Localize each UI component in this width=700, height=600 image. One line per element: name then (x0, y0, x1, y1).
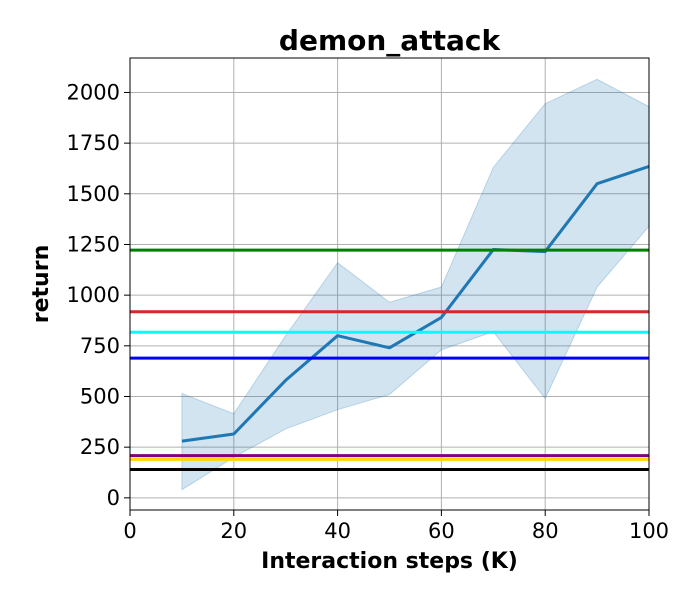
hline-layer (130, 248, 649, 471)
x-tick-label: 80 (532, 519, 559, 543)
confidence-band (181, 78, 650, 491)
y-tick-label: 2000 (67, 80, 120, 104)
tick-layer: 0 20 40 60 80 1000250500750100012501500175020… (67, 80, 670, 543)
y-tick-label: 1750 (67, 131, 120, 155)
y-tick-label: 0 (107, 486, 120, 510)
plot-frame (129, 57, 650, 511)
band-layer (181, 78, 650, 491)
y-axis-label: return (29, 245, 54, 323)
y-tick-label: 500 (80, 384, 120, 408)
x-tick-label: 100 (629, 519, 669, 543)
chart-title: demon_attack (279, 24, 502, 57)
y-tick-label: 1250 (67, 232, 120, 256)
x-tick-label: 60 (428, 519, 455, 543)
x-axis-label: Interaction steps (K) (261, 549, 518, 574)
y-tick-label: 750 (80, 334, 120, 358)
y-tick-label: 1500 (67, 182, 120, 206)
x-tick-label: 40 (324, 519, 351, 543)
x-tick-label: 20 (220, 519, 247, 543)
x-tick-label: 0 (123, 519, 136, 543)
y-tick-label: 1000 (67, 283, 120, 307)
y-tick-label: 250 (80, 435, 120, 459)
